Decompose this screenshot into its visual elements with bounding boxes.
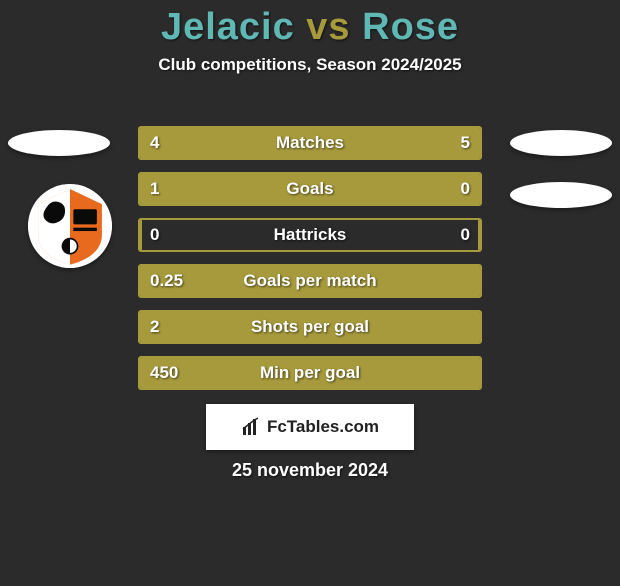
- stat-value-left: 0: [150, 225, 159, 245]
- title-vs: vs: [306, 6, 350, 48]
- stat-value-left: 450: [150, 363, 178, 383]
- club-badge-left: [28, 184, 112, 268]
- stat-label: Hattricks: [274, 225, 347, 245]
- stat-bar-fill-left: [140, 174, 398, 204]
- stat-value-left: 4: [150, 133, 159, 153]
- stat-value-right: 5: [461, 133, 470, 153]
- stat-value-left: 0.25: [150, 271, 183, 291]
- stat-bar-fill-left: [140, 128, 290, 158]
- stat-bar: 0.25 Goals per match: [138, 264, 482, 298]
- comparison-subtitle: Club competitions, Season 2024/2025: [0, 55, 620, 75]
- player2-name: Rose: [362, 6, 459, 48]
- comparison-date: 25 november 2024: [232, 460, 388, 481]
- comparison-title: Jelacic vs Rose: [0, 6, 620, 49]
- stat-value-right: 0: [461, 179, 470, 199]
- stat-label: Min per goal: [260, 363, 360, 383]
- badge-placeholder-top-left: [8, 130, 110, 156]
- badge-placeholder-right-2: [510, 182, 612, 208]
- stat-bar: 450 Min per goal: [138, 356, 482, 390]
- stat-bar: 1 0 Goals: [138, 172, 482, 206]
- stat-value-left: 2: [150, 317, 159, 337]
- stat-bar: 0 0 Hattricks: [138, 218, 482, 252]
- brand-chart-icon: [241, 417, 261, 437]
- stat-label: Matches: [276, 133, 344, 153]
- club-badge-icon: [28, 184, 112, 268]
- stat-label: Goals: [286, 179, 333, 199]
- brand-label: FcTables.com: [267, 417, 379, 437]
- player1-name: Jelacic: [161, 6, 295, 48]
- stat-value-left: 1: [150, 179, 159, 199]
- comparison-bars: 4 5 Matches 1 0 Goals 0 0 Hattricks 0.25 Goals per…: [138, 126, 482, 402]
- stat-bar: 4 5 Matches: [138, 126, 482, 160]
- stat-bar: 2 Shots per goal: [138, 310, 482, 344]
- brand-badge[interactable]: FcTables.com: [206, 404, 414, 450]
- badge-placeholder-top-right: [510, 130, 612, 156]
- stat-value-right: 0: [461, 225, 470, 245]
- stat-label: Shots per goal: [251, 317, 369, 337]
- stat-label: Goals per match: [243, 271, 376, 291]
